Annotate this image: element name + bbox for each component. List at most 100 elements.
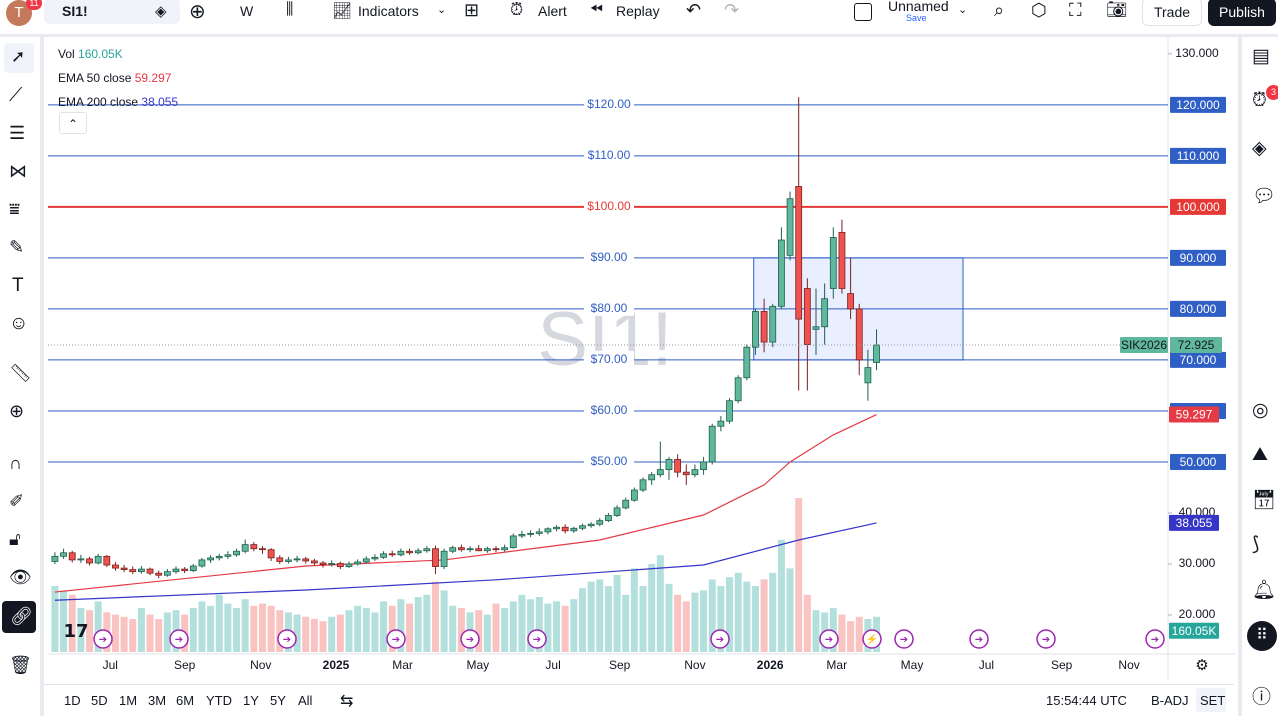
candle-body [691,469,699,476]
symbol-search[interactable] [44,0,180,24]
link-tool[interactable]: 🔗︎ [10,606,33,626]
publish-button[interactable]: Publish [1208,0,1276,26]
candle-body [855,308,863,361]
x-tick-label: Sep [609,658,631,672]
trend-line-tool[interactable]: ⟋ [9,85,23,106]
quick-search[interactable]: ⌕ [994,0,1005,20]
legend-name: EMA 200 close [58,95,139,109]
object-tree[interactable]: ◈ [1252,138,1267,159]
replay[interactable]: Replay [616,3,660,19]
date-range-picker[interactable]: ⇆ [340,693,354,710]
magnet-tool[interactable]: ∩ [9,453,22,473]
range-button[interactable]: 1M [119,693,138,708]
layout-checkbox[interactable] [854,3,872,21]
range-button[interactable]: 1Y [243,693,259,708]
range-button[interactable]: 6M [176,693,195,708]
x-tick-label: May [901,658,924,672]
save[interactable]: Save [906,13,927,23]
stay-drawing[interactable]: ✐ [9,491,25,511]
volume-bar [553,601,561,652]
candle-body [553,526,560,530]
event-icon [819,629,839,649]
level-label: $120.00 [587,97,631,111]
alert-icon[interactable]: ⏰︎ [510,0,524,19]
volume-bar [535,597,543,652]
interval[interactable]: W [240,3,254,19]
candle-body [665,459,673,471]
apps[interactable]: ⠿ [1247,621,1277,651]
indicators[interactable]: Indicators [358,3,419,19]
candle-body [726,400,733,422]
screener[interactable]: ◎ [1252,400,1269,421]
volume-bar [406,603,414,652]
range-button[interactable]: 3M [148,693,167,708]
level-label-bg [584,401,634,418]
ideas[interactable]: ⟆ [1252,534,1260,555]
pattern-tool[interactable]: ⋈ [9,161,27,181]
candle-body [60,552,67,557]
alert[interactable]: Alert [538,3,567,19]
x-tick-label: Jul [979,658,994,672]
collapse-legend[interactable]: ⌃ [59,112,87,134]
candle-body [639,479,647,491]
watchlist[interactable]: ▤ [1252,46,1270,67]
fib-tool[interactable]: ☰ [9,123,26,143]
candle-body [501,547,509,551]
calendar[interactable]: 📅︎ [1252,490,1277,511]
avatar[interactable]: T [6,0,32,26]
emoji-tool[interactable]: ☺ [9,313,29,334]
templates[interactable]: ⊞ [464,0,480,20]
chats[interactable]: 💬︎ [1252,186,1277,207]
ema-axis-label-bg [1169,514,1219,531]
measure-tool[interactable]: 📏︎ [9,363,32,383]
range-button[interactable]: 5D [91,693,108,708]
chart-type[interactable]: ⫼ [286,1,294,18]
hide-tool[interactable]: 👁︎ [9,567,32,587]
range-button[interactable]: 5Y [270,693,286,708]
undo[interactable]: ↶ [686,0,702,20]
volume-bar [267,605,275,652]
compare-icon[interactable]: ◈ [155,3,167,20]
candle-body [233,550,240,556]
indicators-icon[interactable]: 📈︎ [332,3,353,20]
candle-body [821,298,829,328]
candle-body [708,425,716,463]
volume-axis-label-bg [1169,622,1219,639]
volume-bar [717,586,725,652]
event-glyph: ⚡ [866,633,878,646]
range-button[interactable]: 1D [64,693,81,708]
text-tool[interactable]: T [12,275,24,296]
range-button[interactable]: All [298,693,313,708]
lock-tool[interactable]: 🔓︎ [9,529,21,549]
volume-bar [475,610,483,652]
indicators-menu[interactable]: ⌄ [437,4,447,16]
settings[interactable]: ⬡ [1031,0,1047,20]
zoom-tool[interactable]: ⊕ [9,401,25,421]
range-button[interactable]: YTD [206,693,232,708]
alerts[interactable]: ⏰︎ [1252,90,1267,111]
candle-body [259,548,266,551]
pine[interactable]: ⛰︎ [1252,444,1268,465]
adjustment[interactable]: B-ADJ [1151,693,1189,708]
replay-icon[interactable]: ⏪︎ [590,1,603,18]
candle-body [596,520,604,525]
help[interactable]: ⓘ [1252,687,1272,708]
add-symbol[interactable]: ⊕ [189,1,206,23]
layout-menu[interactable]: ⌄ [958,4,968,16]
trade-button[interactable]: Trade [1142,0,1202,26]
cursor-tool[interactable]: ➚ [11,47,26,66]
volume-bar [674,594,682,652]
brush-tool[interactable]: ✎ [9,237,25,257]
legend-value: 160.05K [78,47,123,61]
remove-tool[interactable]: 🗑︎ [9,655,32,675]
fullscreen[interactable]: ⛶ [1069,0,1082,20]
session[interactable]: SET [1200,693,1226,708]
snapshot[interactable]: 📷︎ [1106,0,1128,19]
notifications[interactable]: 🔔︎ [1252,580,1277,601]
level-axis-label-bg [1170,96,1226,113]
layout-name[interactable]: Unnamed [888,0,949,14]
redo[interactable]: ↷ [724,0,740,20]
projection-tool[interactable]: ⩸ [9,199,20,219]
candle-body [561,526,569,532]
axis-settings: ⚙ [1195,657,1208,674]
